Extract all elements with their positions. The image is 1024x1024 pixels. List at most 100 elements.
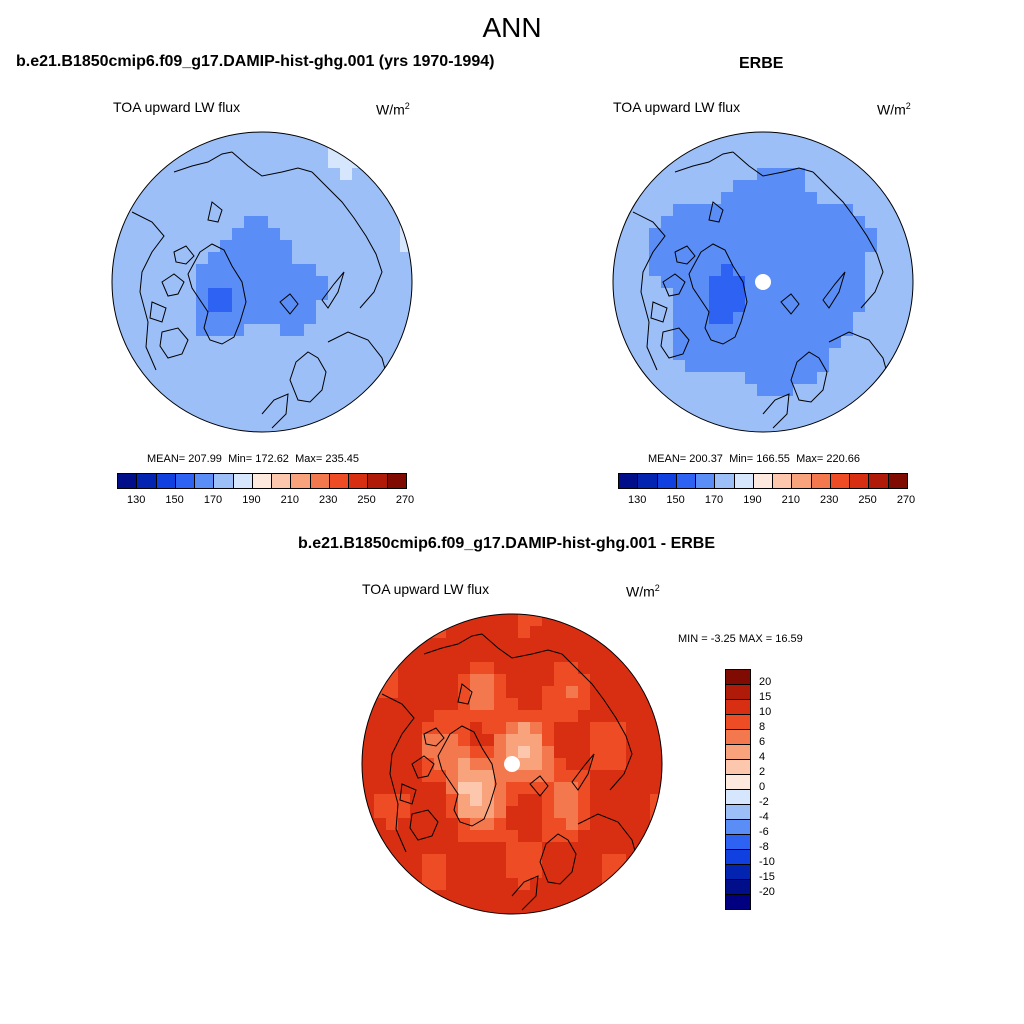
coastline: [674, 245, 696, 265]
colorbar-swatch: [118, 474, 137, 488]
coastline: [231, 151, 313, 177]
colorbar-swatch: [367, 474, 387, 488]
coastline: [577, 813, 639, 863]
obs-max-label: Max=: [796, 453, 824, 465]
coastline: [311, 171, 383, 309]
coastline: [511, 875, 539, 911]
coastline: [650, 301, 668, 323]
colorbar-tick-label: 250: [858, 494, 877, 506]
model-stats: MEAN= 207.99 Min= 172.62 Max= 235.45: [147, 453, 359, 465]
colorbar-tick-label: 170: [203, 494, 223, 506]
obs-mean-label: MEAN=: [648, 453, 687, 465]
coastline: [411, 755, 435, 779]
diff-min-value: -3.25: [710, 633, 736, 645]
coastline: [481, 633, 563, 659]
coastline: [289, 351, 327, 403]
colorbar-swatch: [791, 474, 811, 488]
colorbar-swatch: [386, 474, 406, 488]
coastline: [660, 327, 690, 359]
obs-units-label: W/m2: [877, 101, 911, 118]
colorbar-swatch: [656, 474, 676, 488]
colorbar-tick-label: 210: [280, 494, 299, 506]
colorbar-tick-label: 190: [743, 494, 762, 506]
colorbar-tick-label: -6: [759, 826, 769, 838]
diff-polar-map: [361, 613, 663, 915]
coastline: [131, 211, 165, 371]
colorbar-swatch: [136, 474, 156, 488]
colorbar-tick-label: -2: [759, 796, 769, 808]
colorbar-tick-label: -10: [759, 856, 775, 868]
obs-max-value: 220.66: [826, 453, 860, 465]
colorbar-swatch: [271, 474, 291, 488]
colorbar-swatch: [726, 744, 750, 759]
colorbar-swatch: [348, 474, 368, 488]
colorbar-swatch: [726, 684, 750, 699]
colorbar-swatch: [637, 474, 657, 488]
colorbar-tick-label: -8: [759, 841, 769, 853]
colorbar-tick-label: 8: [759, 721, 766, 733]
diff-min-label: MIN =: [678, 633, 708, 645]
colorbar-swatch: [232, 474, 252, 488]
colorbar-swatch: [726, 849, 750, 864]
coastline: [321, 271, 345, 309]
coastline: [708, 201, 724, 223]
colorbar-tick-label: 2: [759, 766, 766, 778]
colorbar-swatch: [726, 789, 750, 804]
colorbar-tick-label: -15: [759, 871, 775, 883]
obs-mean-value: 200.37: [689, 453, 723, 465]
colorbar-tick-label: 270: [395, 494, 415, 506]
diff-stats: MIN = -3.25 MAX = 16.59: [678, 633, 803, 645]
coastline: [539, 833, 577, 885]
colorbar-swatch: [726, 864, 750, 879]
coastline: [173, 151, 233, 173]
colorbar-swatch: [328, 474, 349, 488]
coastline: [399, 783, 417, 805]
colorbar-swatch: [619, 474, 638, 488]
map-boundary: [111, 131, 413, 433]
diff-variable-label: TOA upward LW flux: [362, 581, 490, 597]
colorbar-swatch: [733, 474, 753, 488]
coastline: [812, 171, 884, 309]
colorbar-swatch: [868, 474, 888, 488]
colorbar-swatch: [726, 879, 750, 894]
coastline: [207, 201, 223, 223]
coastline: [423, 633, 483, 655]
coastline: [159, 327, 189, 359]
colorbar-swatch: [675, 474, 696, 488]
coastline: [828, 331, 890, 381]
colorbar-tick-label: 190: [242, 494, 261, 506]
diff-max-label: MAX =: [738, 633, 773, 645]
coastline: [187, 243, 247, 345]
colorbar-swatch: [726, 759, 750, 774]
colorbar-tick-label: 130: [127, 494, 146, 506]
coastline: [688, 243, 748, 345]
model-mean-label: MEAN=: [147, 453, 186, 465]
coastline: [161, 273, 185, 297]
diff-colorbar: [725, 669, 751, 910]
colorbar-swatch: [887, 474, 907, 488]
colorbar-tick-label: 6: [759, 736, 766, 748]
coastline: [732, 151, 814, 177]
colorbar-tick-label: -20: [759, 886, 775, 898]
map-boundary: [612, 131, 914, 433]
model-max-label: Max=: [295, 453, 323, 465]
colorbar-swatch: [772, 474, 792, 488]
colorbar-swatch: [251, 474, 272, 488]
coastline: [457, 683, 473, 705]
colorbar-tick-label: 20: [759, 676, 772, 688]
figure-title: ANN: [482, 12, 542, 43]
colorbar-swatch: [213, 474, 233, 488]
colorbar-swatch: [290, 474, 310, 488]
colorbar-swatch: [174, 474, 195, 488]
colorbar-tick-label: 150: [165, 494, 184, 506]
colorbar-tick-label: 230: [319, 494, 338, 506]
model-mean-value: 207.99: [188, 453, 222, 465]
colorbar-swatch: [194, 474, 214, 488]
model-colorbar: [117, 473, 407, 489]
colorbar-tick-label: 210: [781, 494, 800, 506]
coastline: [790, 351, 828, 403]
colorbar-tick-label: 150: [666, 494, 685, 506]
obs-polar-map: [612, 131, 914, 433]
coastline: [822, 271, 846, 309]
model-max-value: 235.45: [325, 453, 359, 465]
